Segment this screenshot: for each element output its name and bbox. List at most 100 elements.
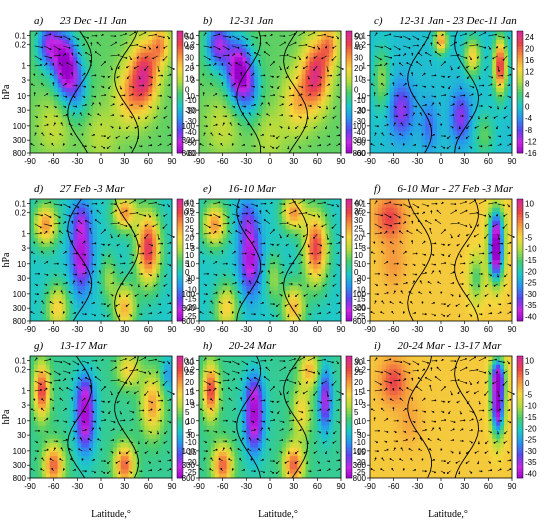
colorbar-segment [346, 52, 352, 56]
heatmap-cell [484, 92, 489, 97]
heatmap-cell [468, 87, 473, 93]
wind-vector [459, 33, 466, 37]
heatmap-cell [81, 238, 86, 243]
heatmap-cell [30, 238, 35, 243]
wind-vector [288, 33, 295, 37]
heatmap-cell [333, 148, 338, 154]
heatmap-cell [45, 65, 51, 71]
heatmap-cell [464, 83, 469, 88]
heatmap-cell [140, 144, 145, 149]
x-tick-label: -90 [193, 157, 205, 166]
heatmap-cell [53, 316, 58, 322]
heatmap-cell [30, 294, 35, 300]
heatmap-cell [164, 118, 169, 123]
heatmap-cell [168, 100, 173, 106]
heatmap-cell [97, 273, 102, 278]
heatmap-cell [124, 74, 129, 80]
heatmap-cell [33, 74, 39, 80]
heatmap-cell [89, 31, 94, 36]
heatmap-cell [500, 135, 505, 141]
heatmap-cell [104, 70, 110, 75]
heatmap-cell [93, 260, 98, 265]
heatmap-cell [144, 78, 149, 84]
heatmap-cell [128, 31, 133, 36]
wind-vector-head [252, 72, 255, 75]
heatmap-cell [120, 52, 125, 58]
heatmap-cell [85, 260, 90, 265]
heatmap-cell [321, 144, 326, 149]
heatmap-cell [33, 126, 39, 132]
heatmap-cell [49, 109, 54, 115]
heatmap-cell [246, 78, 251, 84]
wind-vector-head [246, 38, 249, 41]
heatmap-cell [480, 61, 485, 67]
heatmap-cell [140, 148, 145, 154]
wind-vector-head [313, 31, 316, 34]
heatmap-cell [160, 57, 165, 62]
heatmap-cell [246, 31, 251, 36]
heatmap-cell [385, 87, 391, 93]
heatmap-cell [437, 135, 442, 141]
heatmap-cell [53, 216, 58, 222]
heatmap-cell [160, 44, 165, 49]
heatmap-cell [234, 135, 239, 141]
heatmap-cell [152, 39, 157, 45]
heatmap-cell [168, 57, 173, 62]
colorbar-segment [346, 49, 352, 53]
heatmap-cell [285, 135, 291, 141]
heatmap-cell [321, 118, 326, 123]
heatmap-cell [413, 39, 418, 45]
heatmap-cell [112, 148, 118, 154]
heatmap-cell [441, 35, 446, 41]
wind-vector [110, 42, 117, 47]
heatmap-cell [81, 105, 86, 110]
heatmap-cell [337, 113, 342, 119]
heatmap-cell [214, 48, 220, 54]
heatmap-cell [472, 48, 477, 54]
heatmap-cell [53, 35, 58, 41]
heatmap-cell [73, 139, 78, 145]
heatmap-cell [152, 57, 157, 62]
heatmap-cell [101, 148, 106, 154]
heatmap-cell [234, 48, 239, 54]
wind-vector-head [330, 74, 333, 77]
wind-vector [469, 44, 478, 47]
heatmap-cell [468, 100, 473, 106]
heatmap-cell [230, 105, 235, 110]
heatmap-cell [234, 65, 239, 71]
heatmap-cell [81, 242, 86, 248]
heatmap-cell [140, 92, 145, 97]
wind-vector-head [299, 104, 302, 106]
heatmap-cell [293, 122, 298, 128]
heatmap-cell [49, 96, 54, 102]
wind-vector-head [328, 83, 331, 86]
colorbar-segment [517, 128, 523, 132]
colorbar-segment [346, 107, 352, 111]
heatmap-cell [325, 148, 330, 154]
heatmap-cell [230, 118, 235, 123]
heatmap-cell [53, 87, 58, 93]
heatmap-cell [156, 118, 161, 123]
heatmap-cell [472, 139, 477, 145]
wind-vector [507, 65, 514, 70]
heatmap-cell [202, 135, 208, 141]
wind-vector [403, 45, 410, 49]
heatmap-cell [214, 74, 220, 80]
heatmap-cell [468, 109, 473, 115]
colorbar-segment [346, 113, 352, 117]
heatmap-cell [333, 109, 338, 115]
heatmap-cell [57, 281, 62, 287]
heatmap-cell [144, 122, 149, 128]
heatmap-cell [492, 48, 497, 54]
wind-vector-head [263, 146, 265, 149]
heatmap-cell [124, 144, 129, 149]
heatmap-cell [81, 35, 86, 41]
heatmap-cell [492, 83, 497, 88]
heatmap-cell [206, 39, 212, 45]
wind-vector-head [385, 62, 388, 65]
heatmap-cell [69, 139, 74, 145]
heatmap-cell [488, 65, 493, 71]
heatmap-cell [49, 207, 54, 213]
heatmap-cell [460, 148, 465, 154]
heatmap-cell [305, 139, 310, 145]
